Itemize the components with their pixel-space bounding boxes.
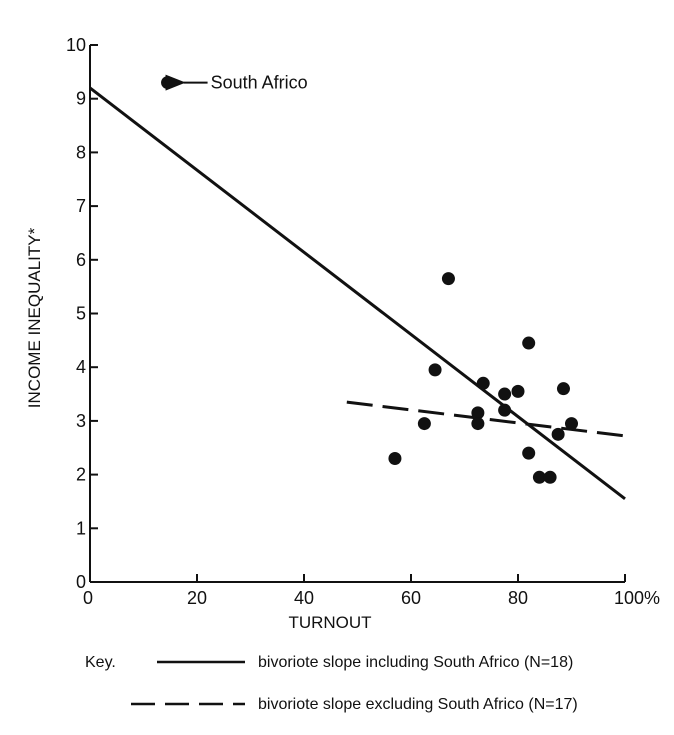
data-points <box>161 76 578 484</box>
data-point <box>522 336 536 350</box>
data-point <box>511 384 525 398</box>
data-point <box>471 417 485 431</box>
y-tick-label: 0 <box>76 572 86 592</box>
data-point <box>543 470 557 484</box>
y-tick-label: 4 <box>76 357 86 377</box>
data-point <box>532 470 546 484</box>
y-tick-label: 10 <box>66 35 86 55</box>
axis-ticks: 0 1 2 3 4 5 6 7 8 9 10 0 20 40 60 80 100% <box>66 35 660 608</box>
data-point <box>498 387 512 401</box>
x-tick-label: 80 <box>508 588 528 608</box>
data-point <box>565 417 578 431</box>
data-point <box>428 363 442 377</box>
y-tick-label: 3 <box>76 411 86 431</box>
y-tick-label: 5 <box>76 304 86 324</box>
y-tick-label: 2 <box>76 465 86 485</box>
y-tick-label: 9 <box>76 89 86 109</box>
data-point <box>498 403 512 417</box>
x-tick-label: 40 <box>294 588 314 608</box>
y-tick-label: 6 <box>76 250 86 270</box>
x-axis-label: TURNOUT <box>288 613 371 632</box>
fit-line-solid <box>89 86 626 500</box>
fit-lines <box>89 86 626 500</box>
legend-entry-solid: bivoriote slope including South Africo (… <box>258 654 573 671</box>
data-point <box>556 382 570 396</box>
y-axis-label: INCOME INEQUALITY* <box>25 227 44 408</box>
legend-title: Key. <box>85 654 116 671</box>
south-africa-annotation: South Africo <box>165 73 308 93</box>
legend-entry-dashed: bivoriote slope excluding South Africo (… <box>258 696 578 713</box>
legend: Key. bivoriote slope including South Afr… <box>85 654 578 713</box>
fit-line-dashed <box>346 400 626 438</box>
data-point <box>522 446 536 460</box>
axes <box>89 45 625 583</box>
data-point <box>471 406 485 420</box>
data-point <box>388 451 402 465</box>
data-point <box>441 272 455 286</box>
data-point <box>476 376 490 390</box>
y-tick-label: 7 <box>76 196 86 216</box>
y-tick-label: 1 <box>76 518 86 538</box>
y-tick-label: 8 <box>76 142 86 162</box>
data-point <box>161 76 175 90</box>
annotation-label: South Africo <box>211 73 308 93</box>
x-tick-label: 20 <box>187 588 207 608</box>
data-point <box>551 427 565 441</box>
x-tick-label: 60 <box>401 588 421 608</box>
data-point <box>417 417 431 431</box>
x-tick-label: 100% <box>614 588 660 608</box>
x-tick-label: 0 <box>83 588 93 608</box>
